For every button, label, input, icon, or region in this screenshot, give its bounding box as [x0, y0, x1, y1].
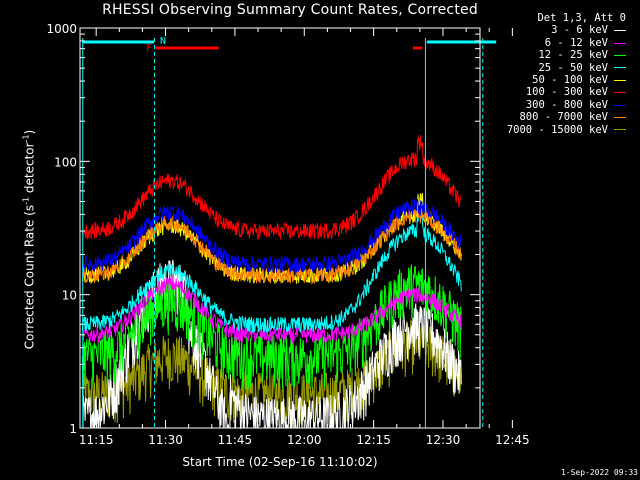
y-tick-label: 1: [69, 422, 77, 436]
legend-swatch: [614, 67, 626, 69]
generated-timestamp: 1-Sep-2022 09:33: [560, 468, 638, 477]
y-axis-label-end: ): [22, 129, 37, 135]
legend-swatch: [614, 129, 626, 131]
legend-item: 50 - 100 keV: [468, 74, 638, 86]
series-line: [81, 208, 462, 285]
legend-item: 25 - 50 keV: [468, 62, 638, 74]
legend-item: 7000 - 15000 keV: [468, 124, 638, 136]
series-line: [81, 135, 462, 240]
legend-item: 12 - 25 keV: [468, 49, 638, 61]
flag-label-f: F: [146, 43, 152, 54]
x-tick-label: 11:30: [148, 433, 183, 447]
y-axis-label-sup1: -1: [21, 196, 31, 205]
legend-item-label: 800 - 7000 keV: [519, 111, 608, 124]
legend-item-label: 12 - 25 keV: [538, 49, 608, 62]
legend-item: 100 - 300 keV: [468, 86, 638, 98]
legend-swatch: [614, 116, 626, 118]
chart-title: RHESSI Observing Summary Count Rates, Co…: [102, 2, 478, 18]
legend-swatch: [614, 104, 626, 106]
plot-frame: [79, 27, 481, 429]
legend-item-label: 7000 - 15000 keV: [506, 123, 608, 136]
legend-item: 300 - 800 keV: [468, 99, 638, 111]
legend-item: 3 - 6 keV: [468, 24, 638, 36]
legend-item-label: 25 - 50 keV: [538, 61, 608, 74]
series-line: [81, 198, 462, 274]
legend-item-label: 3 - 6 keV: [551, 24, 608, 37]
x-tick-label: 12:00: [287, 433, 322, 447]
axis-layer: 11:15 11:30 11:45 12:00 12:15 12:30 12:45 1 10 10…: [46, 22, 529, 447]
x-tick-label: 12:15: [356, 433, 391, 447]
legend-swatch: [614, 92, 626, 94]
x-tick-label: 11:45: [218, 433, 253, 447]
x-tick-label: 12:30: [426, 433, 461, 447]
legend-item: 6 - 12 keV: [468, 37, 638, 49]
series-layer: [81, 135, 462, 430]
y-axis-label-sup2: -1: [21, 134, 31, 143]
legend-item-label: 100 - 300 keV: [525, 86, 608, 99]
legend-item-label: 50 - 100 keV: [532, 74, 608, 87]
series-line: [81, 210, 462, 335]
y-tick-label: 1000: [46, 22, 77, 36]
x-tick-label: 11:15: [79, 433, 114, 447]
y-tick-label: 100: [54, 155, 77, 169]
legend-item-label: 6 - 12 keV: [544, 36, 608, 49]
y-axis-label-text: Corrected Count Rate (s: [22, 204, 37, 350]
legend-item-label: 300 - 800 keV: [525, 98, 608, 111]
legend-swatch: [614, 54, 626, 56]
overlay-layer: FN: [82, 36, 497, 428]
legend-swatch: [614, 42, 626, 44]
legend-item: 800 - 7000 keV: [468, 111, 638, 123]
legend-swatch: [614, 79, 626, 81]
legend: Det 1,3, Att 0 3 - 6 keV 6 - 12 keV 12 - 2…: [468, 12, 638, 136]
x-axis-label: Start Time (02-Sep-16 11:10:02): [182, 455, 378, 469]
legend-rows: 3 - 6 keV 6 - 12 keV 12 - 25 keV 25 - 50 ke…: [468, 24, 638, 136]
series-line: [81, 277, 462, 344]
y-tick-label: 10: [62, 289, 77, 303]
legend-header: Det 1,3, Att 0: [537, 12, 626, 24]
y-axis-label-mid: detector: [22, 142, 37, 197]
x-tick-label: 12:45: [495, 433, 530, 447]
y-axis-label: Corrected Count Rate (s-1 detector-1): [22, 90, 37, 390]
legend-swatch: [614, 30, 626, 32]
series-line: [81, 264, 462, 390]
flag-label-n: N: [160, 36, 166, 47]
